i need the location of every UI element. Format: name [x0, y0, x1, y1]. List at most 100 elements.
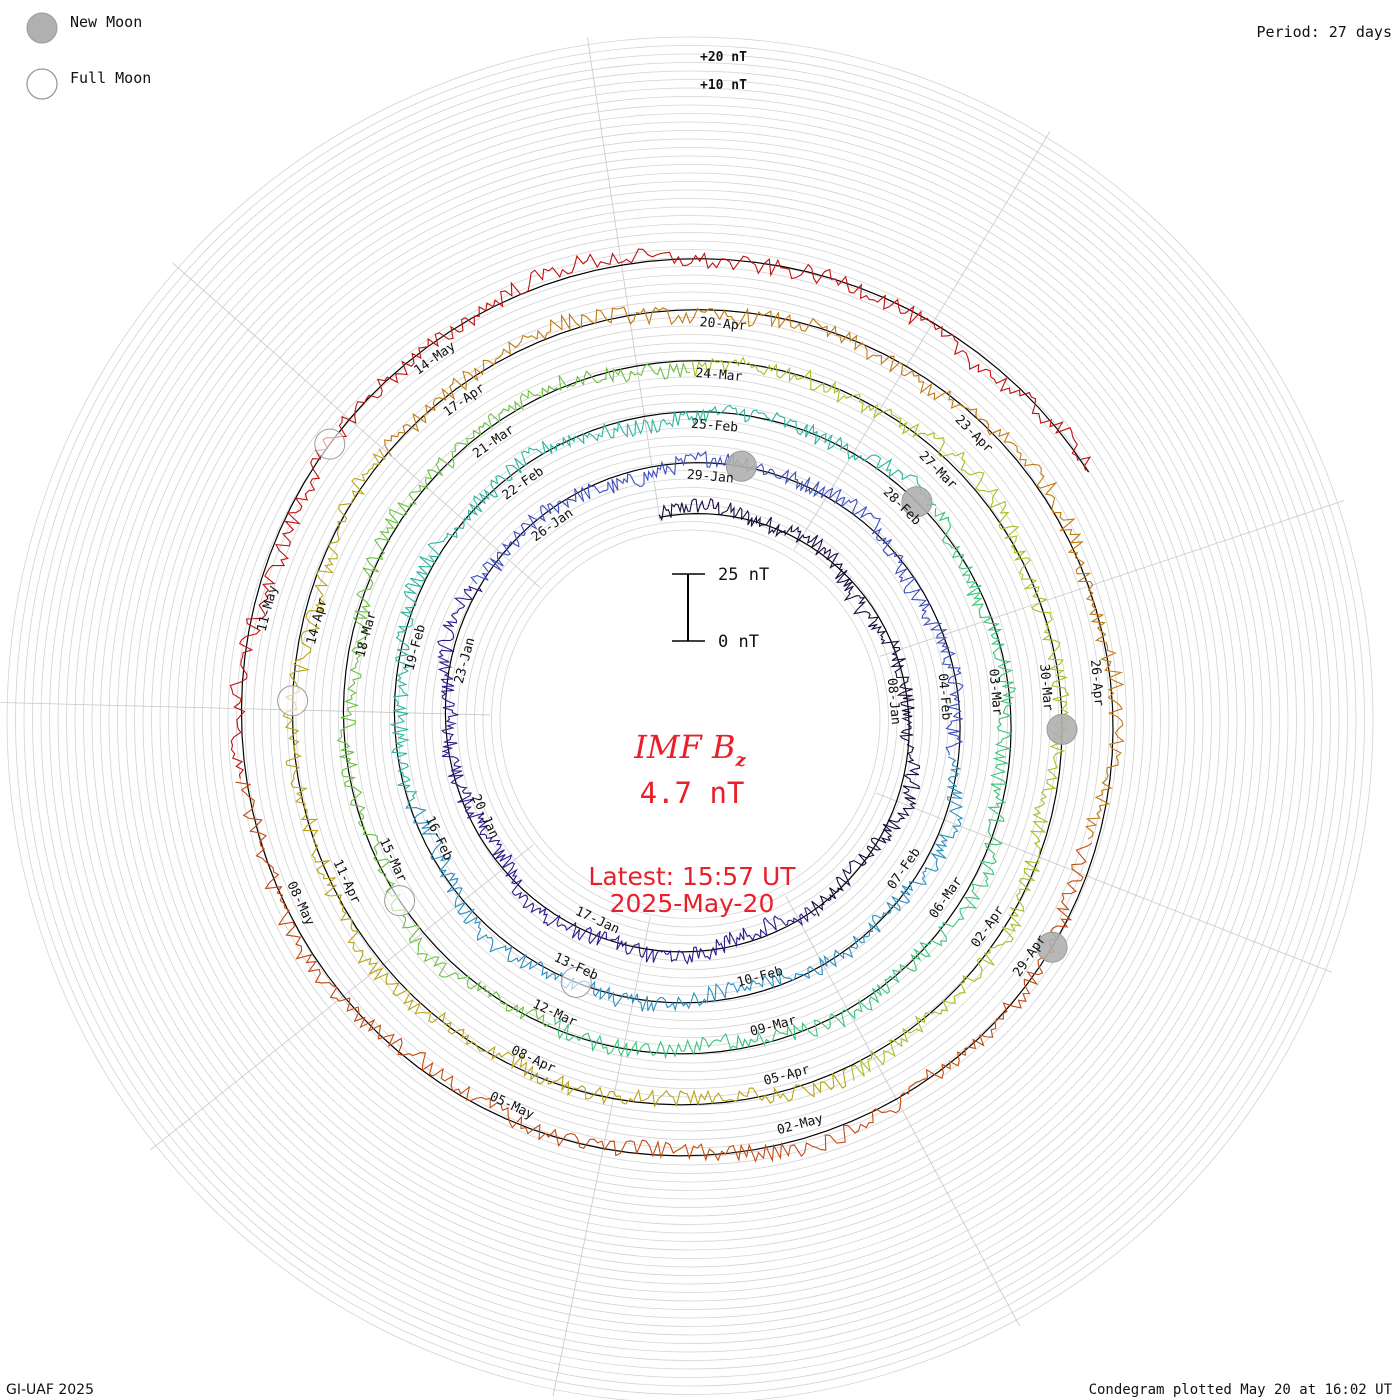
- grid-ring: [499, 529, 881, 911]
- bz-trace-segment: [235, 781, 1093, 1163]
- credit-label: GI-UAF 2025: [6, 1382, 94, 1398]
- ring-label-plus-10: +10 nT: [700, 78, 747, 93]
- ring-label-plus-20: +20 nT: [700, 50, 747, 65]
- grid-ring: [23, 53, 1357, 1387]
- bz-trace-segment: [554, 508, 1017, 1060]
- date-label: 04-Feb: [935, 673, 954, 721]
- radial-grid-lines: [0, 37, 1345, 1397]
- date-label: 29-Jan: [686, 468, 734, 487]
- legend-new-moon-label: New Moon: [70, 13, 143, 31]
- grid-ring: [355, 385, 1025, 1055]
- bz-data-spiral: [229, 248, 1125, 1163]
- date-label: 08-May: [283, 879, 317, 928]
- latest-time: Latest: 15:57 UT: [588, 862, 796, 891]
- new-moon-icon: [1036, 931, 1068, 963]
- date-label: 24-Mar: [695, 366, 743, 385]
- grid-ring: [414, 444, 966, 996]
- date-label: 11-Apr: [330, 857, 364, 906]
- bz-trace-segment: [384, 306, 1125, 840]
- grid-ring: [219, 249, 1161, 1191]
- new-moon-icon: [26, 12, 58, 44]
- moon-phase-markers: [277, 428, 1078, 998]
- bz-trace-segment: [404, 756, 964, 1013]
- date-label: 27-Mar: [916, 449, 960, 493]
- grid-ring: [244, 274, 1136, 1166]
- grid-ring: [6, 36, 1374, 1400]
- grid-ring: [32, 62, 1348, 1378]
- grid-ring: [338, 368, 1042, 1072]
- bz-trace-segment: [470, 450, 964, 756]
- grid-ring: [176, 206, 1204, 1234]
- new-moon-icon: [1046, 713, 1078, 745]
- grid-ring: [431, 461, 949, 979]
- grid-ring: [227, 257, 1153, 1183]
- grid-ring: [287, 317, 1093, 1123]
- full-moon-icon: [26, 68, 58, 100]
- center-readout: IMF Bz 4.7 nT Latest: 15:57 UT 2025-May-…: [588, 728, 796, 918]
- grid-ring: [202, 232, 1178, 1208]
- period-label: Period: 27 days: [1256, 23, 1392, 41]
- grid-ring: [66, 96, 1314, 1344]
- center-title: IMF Bz: [633, 728, 746, 771]
- date-labels: 08-Jan17-Jan20-Jan23-Jan26-Jan29-Jan04-F…: [255, 315, 1106, 1138]
- date-label: 05-May: [487, 1089, 536, 1122]
- grid-ring: [304, 334, 1076, 1106]
- date-label: 08-Apr: [509, 1043, 558, 1076]
- grid-ring: [15, 45, 1365, 1395]
- bz-trace-segment: [282, 448, 847, 1109]
- bz-trace-segment: [691, 356, 1071, 1081]
- grid-ring: [117, 147, 1263, 1293]
- date-label: 30-Mar: [1036, 663, 1055, 711]
- grid-ring: [389, 419, 991, 1021]
- grid-ring: [278, 308, 1102, 1132]
- grid-ring: [108, 138, 1272, 1302]
- grid-ring: [49, 79, 1331, 1361]
- grid-ring: [74, 104, 1306, 1336]
- grid-ring: [440, 470, 940, 970]
- grid-ring: [134, 164, 1246, 1276]
- grid-ring: [151, 181, 1229, 1259]
- grid-ring: [491, 521, 889, 919]
- grid-ring: [159, 189, 1221, 1251]
- date-label: 08-Jan: [884, 677, 903, 725]
- bz-trace-segment: [658, 497, 921, 917]
- scale-bar-top-label: 25 nT: [718, 565, 769, 585]
- grid-ring: [125, 155, 1255, 1285]
- latest-date: 2025-May-20: [610, 889, 775, 918]
- center-value: 4.7 nT: [640, 776, 745, 810]
- grid-ring: [168, 198, 1212, 1242]
- legend-full-moon-label: Full Moon: [70, 69, 152, 87]
- radial-line: [172, 262, 541, 588]
- date-label: 25-Feb: [691, 417, 739, 436]
- scale-bar: 25 nT 0 nT: [672, 565, 769, 652]
- grid-ring: [457, 487, 923, 953]
- full-moon-icon: [560, 966, 592, 998]
- grid-ring: [210, 240, 1170, 1200]
- full-moon-icon: [314, 428, 346, 460]
- grid-ring: [142, 172, 1238, 1268]
- radial-line: [879, 500, 1345, 657]
- full-moon-icon: [277, 685, 309, 717]
- radial-line: [150, 844, 534, 1151]
- grid-ring: [397, 427, 983, 1013]
- grid-ring: [270, 300, 1110, 1140]
- date-label: 03-Mar: [985, 668, 1004, 716]
- new-moon-icon: [901, 486, 933, 518]
- grid-ring: [372, 402, 1008, 1038]
- date-label: 12-Mar: [530, 997, 579, 1030]
- date-label: 16-Feb: [422, 814, 456, 863]
- grid-ring: [57, 87, 1323, 1353]
- zero-nt-spiral: [240, 258, 1114, 1157]
- bz-trace-segment: [436, 585, 817, 965]
- grid-ring: [100, 130, 1280, 1310]
- date-label: 20-Apr: [699, 315, 747, 334]
- grid-ring: [193, 223, 1187, 1217]
- grid-ring: [83, 113, 1297, 1327]
- radial-line: [0, 702, 491, 716]
- radial-line: [875, 792, 1333, 973]
- grid-ring: [346, 376, 1034, 1064]
- date-label: 26-Apr: [1087, 659, 1106, 707]
- bz-trace-segment: [336, 361, 690, 1028]
- grid-ring: [185, 215, 1195, 1225]
